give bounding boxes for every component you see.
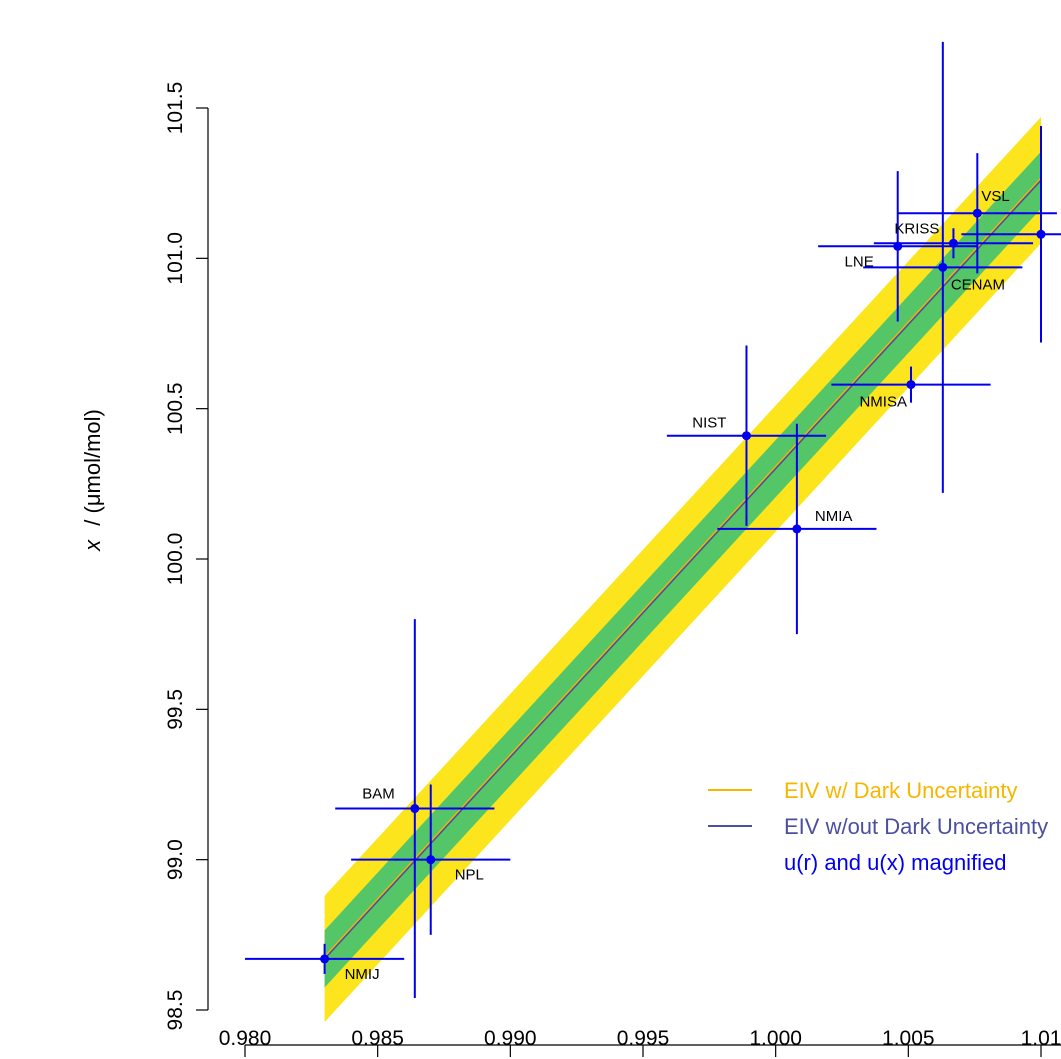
point-marker [938,262,948,272]
fit-line-no-dark-uncertainty [324,179,1042,960]
point-marker [410,804,420,814]
legend-note: u(r) and u(x) magnified [784,850,1007,875]
y-axis-variable: x [80,539,105,552]
y-tick-label: 98.5 [164,990,187,1031]
point-label: NMIJ [345,966,380,983]
point-marker [426,855,436,865]
point-kriss: KRISS [873,220,1034,259]
point-nist: NIST [666,345,827,526]
y-axis-unit: / (μmol/mol) [80,409,105,526]
point-label: BAM [362,786,395,803]
point-npl: NPL [351,784,511,935]
y-tick-label: 100.5 [164,382,187,435]
point-label: CENAM [951,276,1005,293]
point-marker [1036,229,1046,239]
fit-lines [324,177,1042,960]
x-tick-label: 0.985 [351,1027,404,1050]
point-label: KRISS [894,220,939,237]
x-tick-label: 1.000 [749,1027,802,1050]
point-label: NMIA [815,508,853,525]
point-label: VSL [981,188,1009,205]
point-nmij: NMIJ [245,943,405,983]
y-tick-label: 101.0 [164,232,187,285]
legend: EIV w/ Dark Uncertainty EIV w/out Dark Un… [708,778,1048,875]
point-nmisa: NMISA [831,366,991,411]
data-points: NMIJ BAM NPL NIST NMIA NMISA LNE CENAM KRISS VSL [245,41,1061,998]
point-vsl: VSL [897,153,1057,274]
point-marker [741,431,751,441]
point-label: LNE [845,253,874,270]
point-label: NIST [692,415,726,432]
y-axis: 98.5 99.0 99.5 100.0 100.5 101.0 101.5 [164,82,209,1031]
x-axis: 0.980 0.985 0.990 0.995 1.000 1.005 1.01 [219,1027,1061,1057]
point-marker [320,954,330,964]
legend-entry-label: EIV w/ Dark Uncertainty [784,778,1018,803]
x-tick-label: 0.980 [219,1027,272,1050]
x-tick-label: 1.005 [882,1027,935,1050]
point-nmia: NMIA [717,423,877,635]
point-label: NPL [455,867,484,884]
point-label: NMISA [859,394,907,411]
point-marker [792,524,802,534]
x-tick-label: 0.995 [617,1027,670,1050]
fit-line-dark-uncertainty [324,177,1042,958]
y-axis-label: x / (μmol/mol) [80,409,105,552]
point-marker [948,238,958,248]
point-marker [972,208,982,218]
legend-entry-label: EIV w/out Dark Uncertainty [784,814,1048,839]
point-unlabeled [961,126,1061,343]
y-tick-label: 99.5 [164,689,187,730]
y-tick-label: 99.0 [164,839,187,880]
y-tick-label: 101.5 [164,82,187,135]
point-bam: BAM [335,619,495,998]
point-marker [906,380,916,390]
svg-text:x / (μmol/mol): x / (μmol/mol) [80,409,105,552]
y-tick-label: 100.0 [164,533,187,586]
x-tick-label: 1.01 [1021,1027,1061,1050]
x-tick-label: 0.990 [484,1027,537,1050]
point-cenam: CENAM [863,41,1023,493]
